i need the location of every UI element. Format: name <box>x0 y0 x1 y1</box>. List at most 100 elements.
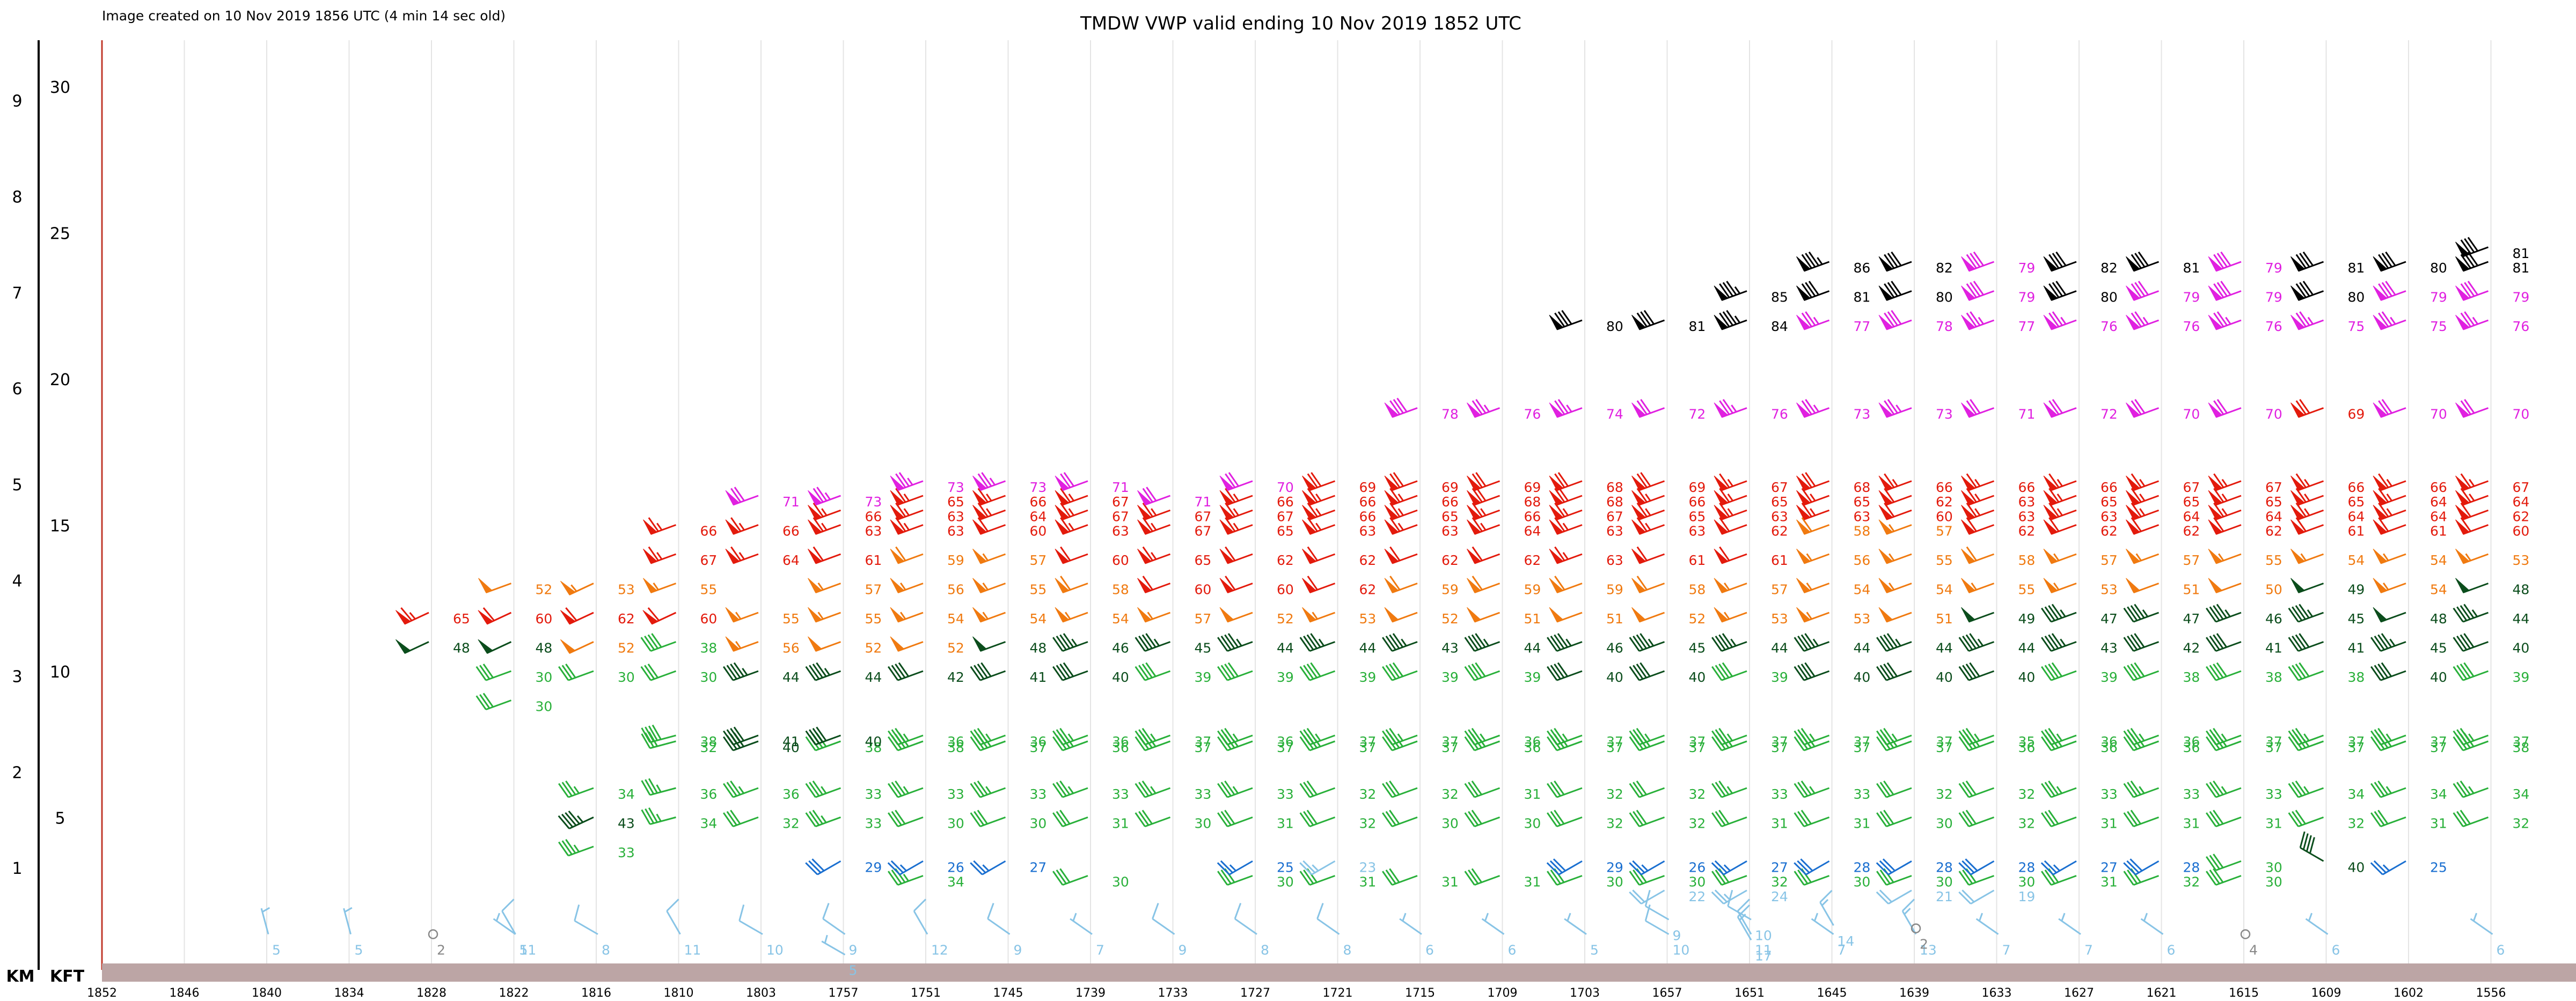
barb-flag <box>1549 475 1564 491</box>
barb-speed-label: 67 <box>1277 509 1294 524</box>
barb-full <box>2288 730 2299 745</box>
barb-half <box>2060 638 2066 646</box>
barb-full <box>1471 868 1482 883</box>
barb-full <box>809 811 820 826</box>
barb-full <box>482 693 494 708</box>
barb-speed-label: 29 <box>865 859 882 875</box>
barb-speed-label: 76 <box>2101 319 2118 334</box>
wind-barb <box>1464 662 1501 681</box>
barb-speed-label: 24 <box>1771 889 1788 904</box>
barb-full <box>1306 634 1318 649</box>
barb-speed-label: 66 <box>1441 494 1459 510</box>
wind-barb <box>808 546 841 564</box>
wind-barb <box>1961 399 1995 418</box>
wind-barb <box>1714 473 1747 491</box>
barb-full <box>1385 665 1396 680</box>
barb-full <box>1636 663 1647 679</box>
wind-barb <box>725 487 759 506</box>
time-gridlines <box>184 40 2492 963</box>
wind-barb <box>888 809 924 828</box>
barb-full <box>475 666 487 681</box>
barb-full <box>1141 780 1153 796</box>
barb-full <box>2302 281 2314 296</box>
barb-full <box>2460 473 2471 488</box>
wind-barb <box>560 580 594 595</box>
barb-shaft <box>1556 787 1583 798</box>
barb-full <box>913 899 927 912</box>
barb-full <box>1883 727 1894 743</box>
wind-barb <box>2288 633 2324 652</box>
barb-full <box>648 725 658 741</box>
barb-speed-label: 32 <box>1689 786 1706 802</box>
barb-half <box>2060 317 2067 325</box>
barb-flag <box>890 505 905 520</box>
barb-speed-label: 31 <box>2101 874 2118 890</box>
barb-shaft <box>2140 918 2164 935</box>
barb-full <box>2213 605 2224 620</box>
barb-full <box>1804 633 1816 648</box>
barb-full <box>1879 860 1892 873</box>
barb-full <box>1224 663 1235 679</box>
barb-full <box>1794 637 1805 652</box>
barb-half <box>2057 508 2063 516</box>
barb-speed-label: 34 <box>700 816 718 831</box>
wind-barb <box>2058 912 2081 935</box>
barb-half <box>817 612 824 620</box>
barb-full <box>1389 400 1401 415</box>
barb-full <box>1228 472 1239 487</box>
barb-flag <box>890 519 905 535</box>
barb-speed-label: 37 <box>1195 740 1212 755</box>
wind-barb <box>808 502 841 520</box>
barb-full <box>2295 502 2307 518</box>
barb-full <box>2131 254 2142 269</box>
barb-shaft <box>501 910 516 935</box>
barb-speed-label: 64 <box>2513 494 2530 510</box>
barb-shaft <box>2051 734 2077 746</box>
barb-full <box>2041 666 2052 681</box>
barb-shaft <box>2463 816 2489 828</box>
barb-full <box>1299 871 1311 886</box>
barb-flag <box>725 490 740 505</box>
barb-half <box>1401 638 1407 646</box>
barb-full <box>1225 473 1236 488</box>
wind-barb <box>890 488 924 506</box>
barb-half <box>2472 317 2478 325</box>
barb-half <box>735 641 742 649</box>
barb-half <box>1151 508 1157 516</box>
barb-flag <box>478 610 494 624</box>
wind-barb <box>1958 780 1995 798</box>
barb-shaft <box>815 670 841 681</box>
barb-shaft <box>1145 734 1171 746</box>
barb-full <box>1385 811 1396 826</box>
barb-shaft <box>1309 816 1336 828</box>
barb-speed-label: 73 <box>865 494 882 510</box>
barb-speed-label: 64 <box>2348 509 2365 524</box>
barb-half <box>907 477 913 485</box>
wind-barb <box>890 502 924 520</box>
barb-flag <box>2455 490 2470 505</box>
barb-flag <box>1137 490 1152 505</box>
wind-barb <box>972 502 1006 520</box>
wind-barb <box>1316 903 1340 935</box>
barb-full <box>1389 663 1400 679</box>
barb-full <box>2370 730 2382 745</box>
barb-full <box>1973 281 1984 296</box>
barb-full <box>558 815 570 829</box>
barb-full <box>2453 637 2464 652</box>
barb-full <box>1958 891 1972 904</box>
barb-full <box>2460 254 2471 269</box>
wind-barb <box>2455 399 2489 418</box>
barb-full <box>1629 736 1640 751</box>
barb-full <box>1801 312 1812 327</box>
wind-barb <box>2370 727 2406 746</box>
wind-barb <box>2126 281 2160 301</box>
wind-barb <box>1711 727 1747 746</box>
wind-barb <box>972 636 1006 652</box>
time-label: 1639 <box>1899 987 1929 1000</box>
barb-full <box>1962 860 1975 873</box>
wind-barb <box>805 858 841 875</box>
barb-flag <box>2455 256 2470 271</box>
barb-flag <box>1055 490 1070 505</box>
barb-half <box>1974 508 1981 516</box>
barb-flag <box>1467 607 1481 622</box>
